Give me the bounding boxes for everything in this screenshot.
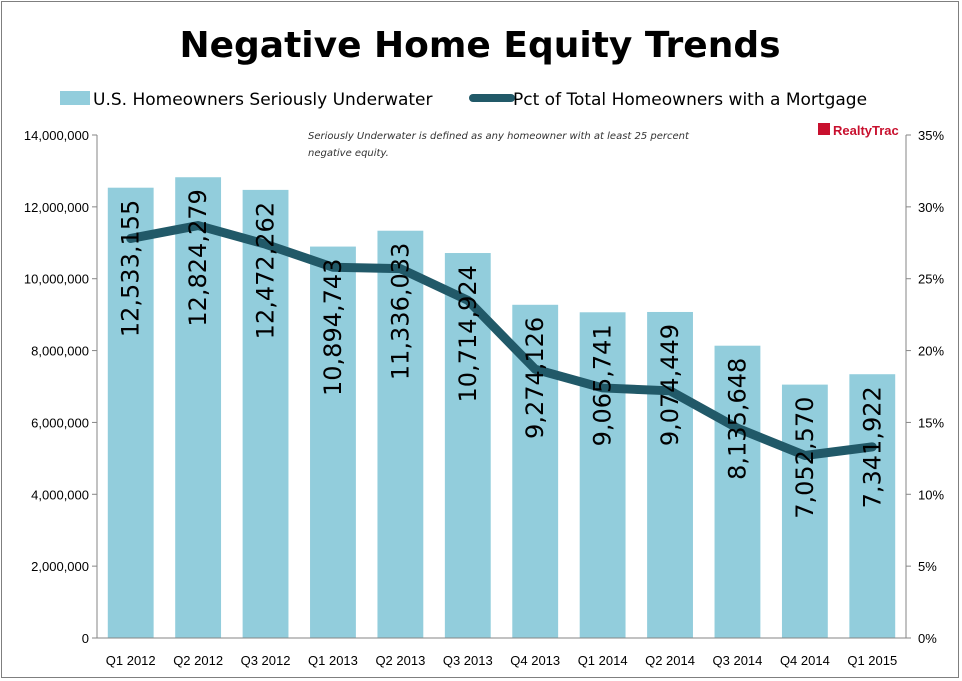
legend-swatch-bars [60,91,90,105]
bar [242,189,289,638]
y-right-tick-label: 35% [918,128,944,143]
legend-label-line: Pct of Total Homeowners with a Mortgage [513,90,867,110]
realtytrac-logo: RealtyTrac [818,123,899,138]
legend-label-bars: U.S. Homeowners Seriously Underwater [93,90,433,110]
x-tick-label: Q1 2014 [578,653,628,668]
bar [714,345,761,638]
y-left-tick-label: 14,000,000 [24,128,89,143]
y-left-tick-label: 4,000,000 [31,487,89,502]
y-right-tick-label: 10% [918,487,944,502]
logo-text: RealtyTrac [833,123,899,138]
y-right-tick-label: 15% [918,415,944,430]
y-right-tick-label: 25% [918,272,944,287]
y-left-tick-label: 10,000,000 [24,272,89,287]
data-label: 8,135,648 [723,358,751,480]
bar [310,246,356,638]
data-label: 12,533,155 [117,200,145,337]
bar [377,230,424,638]
annotation-line-1: Seriously Underwater is defined as any h… [308,131,690,142]
x-tick-label: Q2 2014 [645,653,695,668]
data-label: 9,065,741 [589,324,617,446]
logo-house-icon [818,123,830,135]
data-label: 12,824,279 [184,189,212,326]
x-tick-label: Q3 2014 [713,653,763,668]
annotation-note: Seriously Underwater is defined as any h… [308,131,690,159]
bar [107,187,154,638]
chart-title: Negative Home Equity Trends [179,25,780,66]
y-right-tick-label: 0% [918,631,937,646]
x-tick-label: Q1 2015 [847,653,897,668]
y-left-tick-label: 8,000,000 [31,344,89,359]
data-label: 7,052,570 [791,397,819,519]
y-left-tick-label: 0 [82,631,89,646]
data-label: 9,274,126 [521,317,549,439]
bar [647,311,693,638]
data-label: 11,336,033 [386,243,414,380]
x-tick-label: Q1 2013 [308,653,358,668]
bar [781,384,828,638]
bar [579,312,626,638]
y-right-tick-label: 30% [918,200,944,215]
data-label: 10,894,743 [319,259,347,396]
legend: U.S. Homeowners Seriously Underwater Pct… [60,90,867,110]
x-tick-label: Q4 2014 [780,653,830,668]
series-line [126,221,877,460]
x-tick-label: Q3 2012 [241,653,291,668]
y-right-tick-label: 5% [918,559,937,574]
data-label: 9,074,449 [656,324,684,446]
data-label: 10,714,924 [454,265,482,402]
data-label: 12,472,262 [252,202,280,339]
x-tick-label: Q4 2013 [510,653,560,668]
y-left-tick-label: 6,000,000 [31,415,89,430]
y-right-tick-label: 20% [918,344,944,359]
x-tick-label: Q1 2012 [106,653,156,668]
x-tick-label: Q3 2013 [443,653,493,668]
bar [175,177,222,638]
x-tick-label: Q2 2013 [375,653,425,668]
annotation-line-2: negative equity. [308,148,389,159]
bar [849,374,896,638]
bar [512,304,559,638]
y-left-tick-label: 2,000,000 [31,559,89,574]
x-tick-label: Q2 2012 [173,653,223,668]
data-label: 7,341,922 [858,386,886,508]
y-left-tick-label: 12,000,000 [24,200,89,215]
